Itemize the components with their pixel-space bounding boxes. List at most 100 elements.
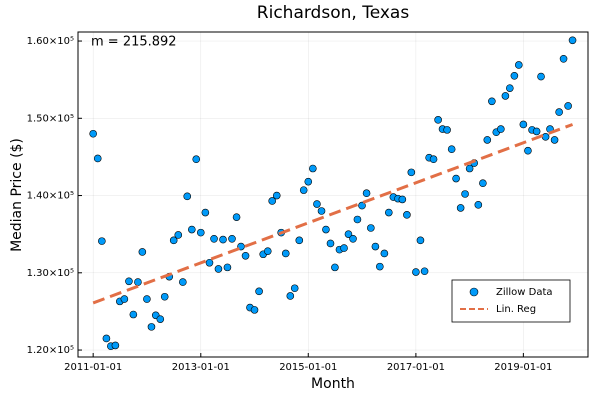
data-point [331, 263, 339, 272]
legend: Zillow Data Lin. Reg [451, 279, 571, 323]
data-point [268, 197, 276, 205]
data-point [340, 244, 348, 252]
data-point [559, 55, 568, 63]
data-point [465, 164, 474, 173]
data-point [111, 341, 120, 350]
data-point [313, 200, 321, 208]
data-point [452, 174, 460, 183]
data-point [380, 249, 389, 258]
data-point [461, 190, 469, 198]
y-tick-label: 1.50×10⁵ [27, 113, 74, 124]
data-point [420, 267, 429, 276]
x-tick-label: 2019-01-01 [494, 362, 552, 373]
data-point [506, 84, 514, 92]
data-point [102, 334, 111, 343]
data-point [384, 208, 393, 217]
y-tick-label: 1.30×10⁵ [27, 268, 74, 279]
data-point [510, 72, 519, 80]
data-point [515, 61, 523, 69]
data-point [214, 265, 223, 273]
data-point [555, 108, 563, 116]
data-point [524, 146, 532, 155]
regression-line [92, 123, 574, 305]
data-point [147, 323, 156, 331]
data-point [263, 247, 272, 255]
data-point [179, 278, 187, 286]
data-point [129, 310, 138, 319]
legend-label: Lin. Reg [496, 304, 536, 315]
data-point [519, 120, 528, 129]
data-point [295, 236, 304, 245]
data-point [304, 177, 313, 186]
data-point [550, 136, 559, 144]
data-point [201, 208, 210, 217]
data-point [93, 154, 102, 163]
data-point [299, 186, 308, 194]
data-point [488, 97, 496, 106]
data-point [412, 268, 420, 276]
data-point [219, 235, 227, 244]
data-point [134, 278, 142, 286]
data-point [272, 191, 281, 200]
data-point [429, 155, 438, 164]
data-point [407, 168, 416, 177]
data-point [479, 179, 487, 187]
data-point [309, 164, 317, 173]
data-point [228, 235, 236, 243]
chart-title: Richardson, Texas [257, 3, 410, 23]
data-point [210, 235, 218, 243]
data-point [564, 102, 572, 110]
data-point [174, 231, 183, 239]
data-point [362, 189, 371, 198]
data-point [568, 36, 577, 45]
data-point [160, 292, 169, 301]
data-point [403, 211, 411, 219]
data-point [326, 239, 335, 248]
y-tick-label: 1.60×10⁵ [27, 36, 74, 47]
y-tick-label: 1.40×10⁵ [27, 191, 74, 202]
data-point [497, 125, 505, 133]
data-point [250, 306, 259, 314]
data-point [537, 72, 545, 81]
data-point [196, 228, 205, 237]
x-tick-label: 2015-01-01 [279, 362, 337, 373]
data-point [456, 204, 465, 212]
data-point [367, 224, 375, 232]
data-point [474, 201, 483, 209]
y-axis-label: Median Price ($) [9, 138, 25, 252]
data-point [483, 136, 492, 144]
data-point [501, 92, 510, 100]
data-point [398, 195, 407, 204]
data-point [156, 315, 165, 323]
y-tick-label: 1.20×10⁵ [27, 345, 74, 356]
data-point [255, 287, 263, 296]
data-point [232, 213, 241, 221]
data-point [286, 292, 295, 300]
legend-label: Zillow Data [496, 287, 553, 298]
data-point [349, 235, 357, 243]
data-point [192, 155, 201, 164]
data-point [443, 126, 451, 134]
plot-frame [77, 31, 589, 358]
legend-box [451, 279, 571, 323]
x-axis-label: Month [311, 376, 355, 392]
x-tick-label: 2017-01-01 [387, 362, 445, 373]
data-point [434, 116, 442, 124]
data-point [290, 284, 299, 293]
data-point [371, 242, 380, 251]
data-point [416, 236, 425, 245]
data-point [169, 236, 178, 245]
data-point [205, 258, 214, 267]
data-point [344, 230, 353, 238]
data-point [532, 127, 541, 136]
data-point [317, 207, 326, 215]
x-tick-label: 2013-01-01 [172, 362, 230, 373]
data-point [125, 277, 133, 286]
data-point [183, 192, 192, 201]
data-point [143, 295, 151, 303]
data-point [98, 237, 106, 245]
data-point [447, 145, 456, 153]
data-point [120, 295, 129, 303]
